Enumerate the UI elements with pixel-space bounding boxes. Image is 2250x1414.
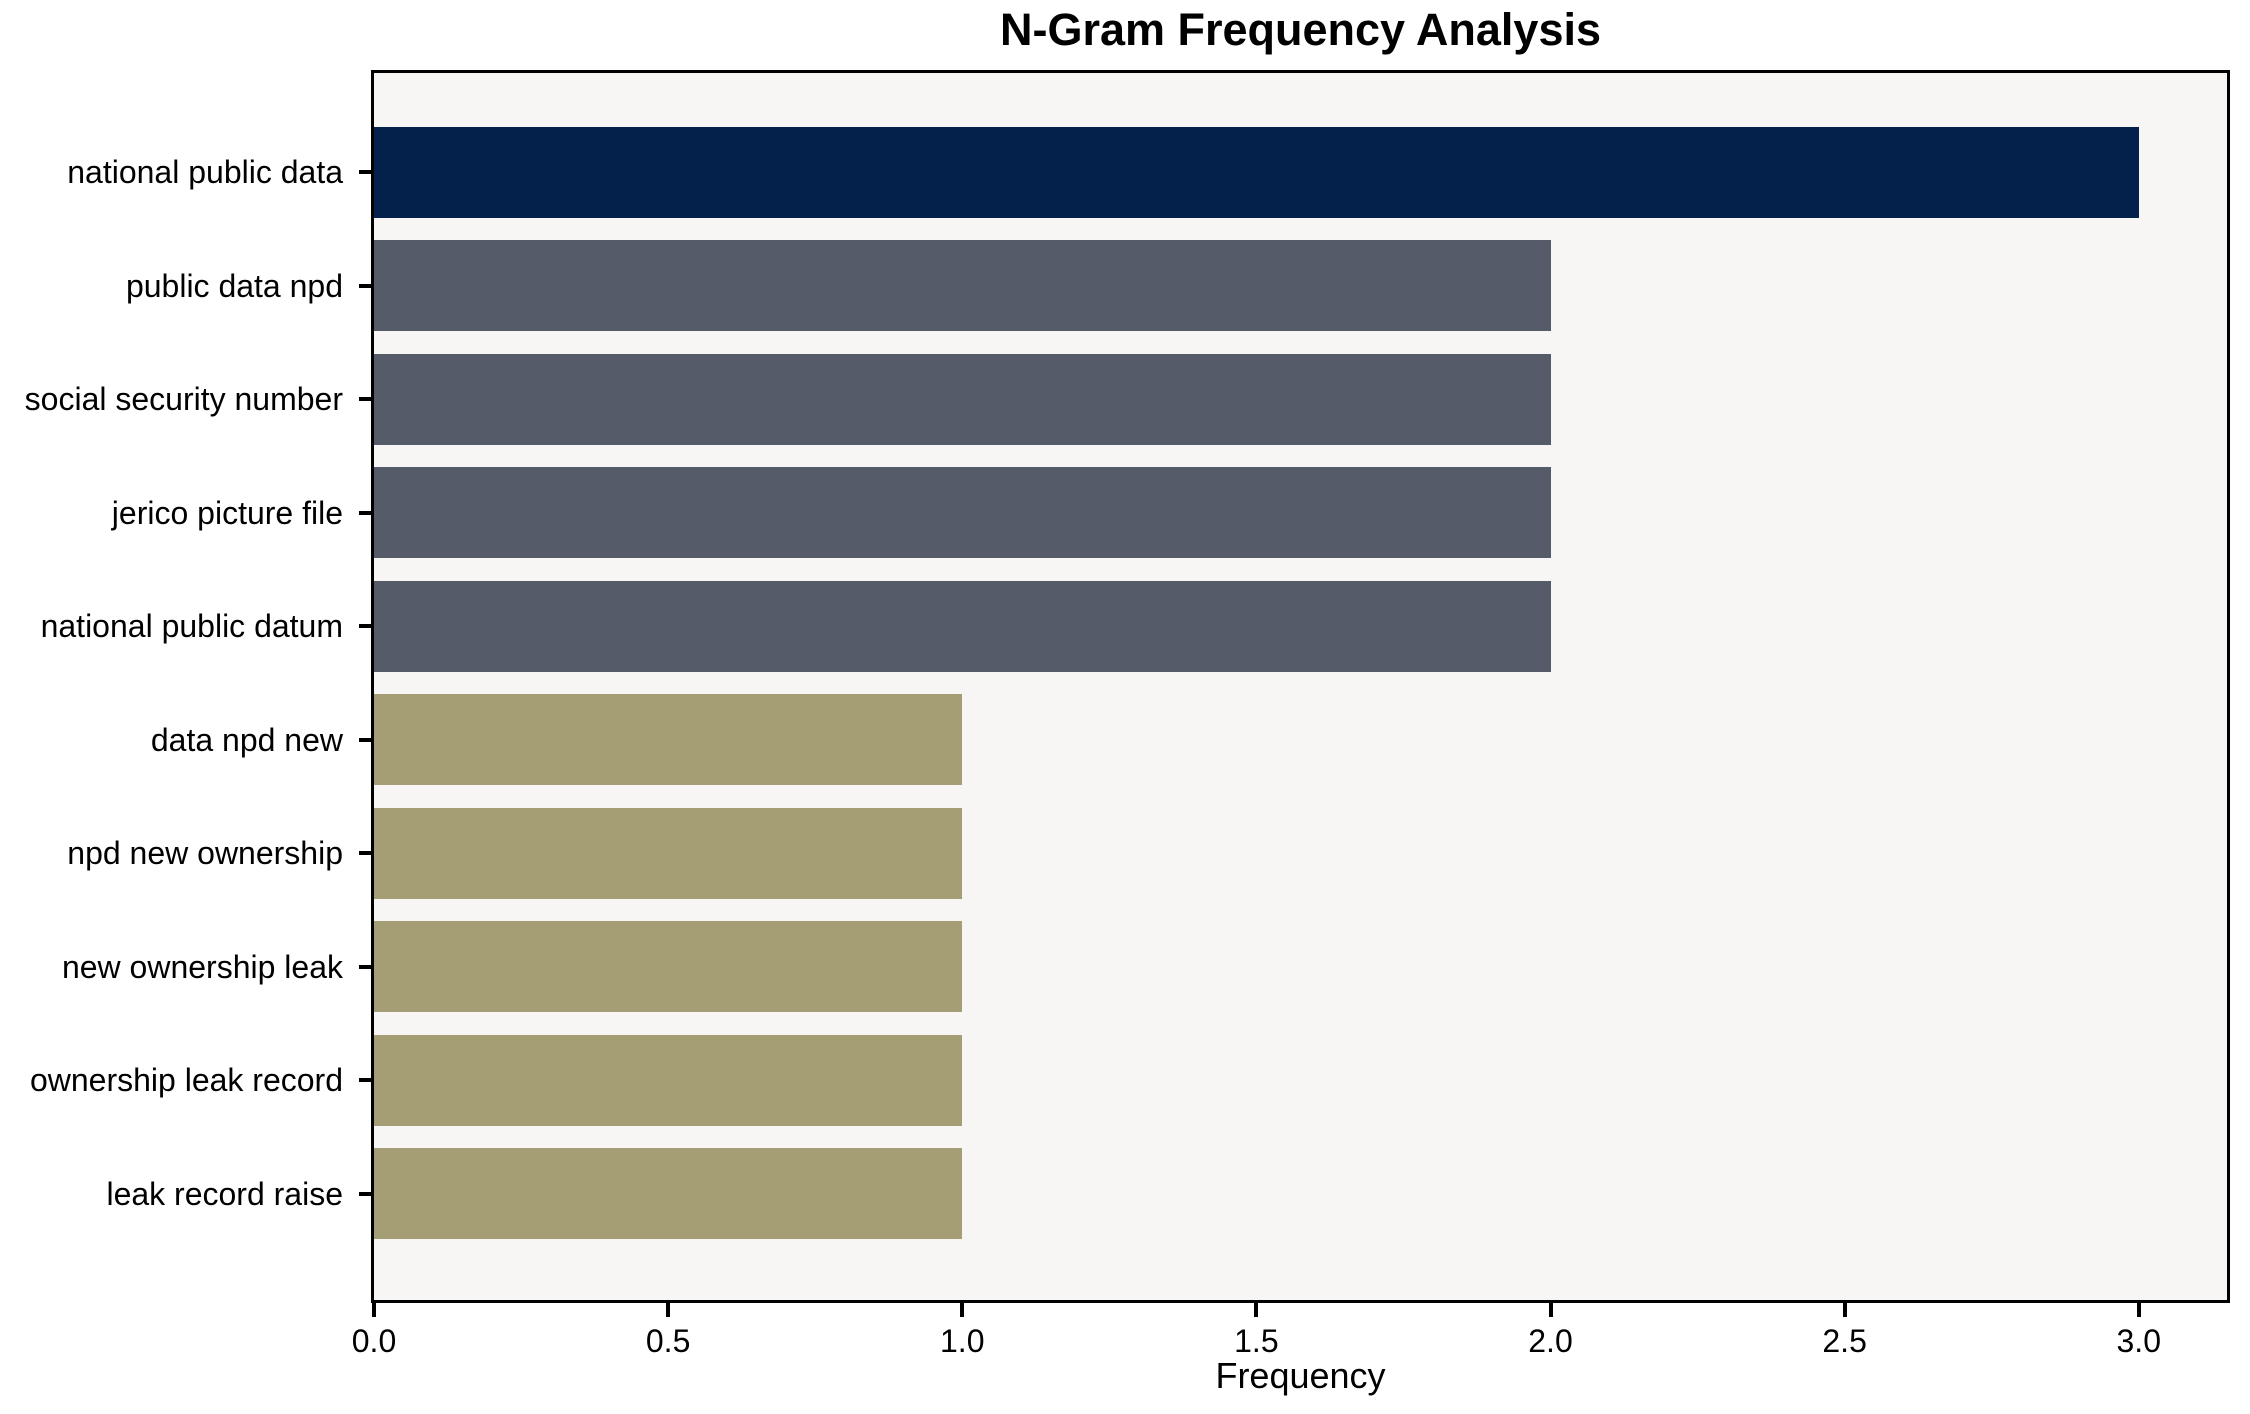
x-axis-label: Frequency	[1215, 1355, 1386, 1396]
x-tick-mark	[960, 1303, 965, 1317]
bar-leak-record-raise	[374, 1148, 963, 1240]
y-tick-label-leak-record-raise: leak record raise	[106, 1175, 343, 1212]
x-tick-label-0.5: 0.5	[645, 1323, 691, 1359]
y-tick-label-social-security-number: social security number	[24, 381, 343, 418]
x-tick-mark	[372, 1303, 376, 1317]
bar-national-public-datum	[374, 580, 1551, 672]
x-tick-label-2.0: 2.0	[1528, 1323, 1573, 1359]
y-tick-mark	[359, 964, 371, 969]
x-tick-label-1.5: 1.5	[1234, 1323, 1279, 1359]
x-tick-mark	[2136, 1303, 2141, 1317]
bar-national-public-data	[374, 126, 2139, 218]
x-tick-mark	[666, 1303, 671, 1317]
y-tick-label-ownership-leak-record: ownership leak record	[29, 1062, 343, 1099]
y-tick-mark	[359, 397, 371, 402]
y-tick-mark	[359, 510, 371, 515]
bar-social-security-number	[374, 353, 1551, 445]
y-tick-mark	[359, 737, 371, 742]
y-tick-mark	[359, 1078, 371, 1083]
y-tick-mark	[359, 851, 371, 856]
bar-ownership-leak-record	[374, 1034, 963, 1126]
bar-jerico-picture-file	[374, 467, 1551, 559]
bar-public-data-npd	[374, 240, 1551, 332]
y-tick-label-jerico-picture-file: jerico picture file	[111, 494, 343, 531]
y-tick-label-data-npd-new: data npd new	[150, 721, 343, 758]
y-tick-label-national-public-data: national public data	[67, 154, 343, 191]
bar-data-npd-new	[374, 694, 963, 786]
y-tick-mark	[359, 624, 371, 629]
plot-area	[371, 70, 2230, 1303]
x-tick-mark	[1254, 1303, 1259, 1317]
y-tick-label-public-data-npd: public data npd	[125, 267, 343, 304]
y-tick-mark	[359, 283, 371, 288]
y-axis-tick-marks	[359, 73, 371, 1300]
x-axis-ticks: 0.0 0.5 1.0 1.5 2.0 2.5 3.0	[352, 1303, 2227, 1367]
y-tick-label-new-ownership-leak: new ownership leak	[61, 948, 343, 985]
x-tick-label-2.5: 2.5	[1822, 1323, 1867, 1359]
y-tick-label-npd-new-ownership: npd new ownership	[67, 835, 343, 872]
y-tick-mark	[359, 170, 371, 175]
x-tick-label-3.0: 3.0	[2116, 1323, 2161, 1359]
y-axis-labels: national public data public data npd socia…	[0, 73, 343, 1300]
chart-title: N-Gram Frequency Analysis	[999, 4, 1602, 55]
y-tick-mark	[359, 1191, 371, 1196]
y-tick-label-national-public-datum: national public datum	[40, 608, 343, 645]
x-tick-label-0.0: 0.0	[351, 1323, 397, 1359]
x-tick-mark	[1842, 1303, 1847, 1317]
x-tick-label-1.0: 1.0	[940, 1323, 985, 1359]
bar-npd-new-ownership	[374, 807, 963, 899]
x-tick-mark	[1548, 1303, 1553, 1317]
bar-new-ownership-leak	[374, 921, 963, 1013]
